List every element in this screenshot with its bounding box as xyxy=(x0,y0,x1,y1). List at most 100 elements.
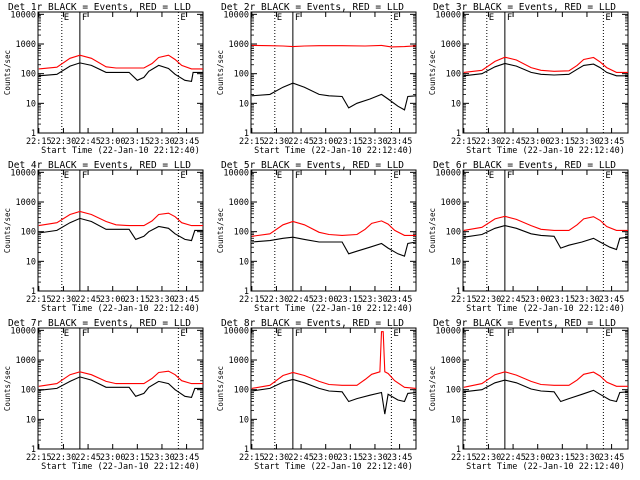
y-tick-label: 100 xyxy=(234,70,249,80)
lld-series-line xyxy=(463,56,628,73)
y-tick-label: 10000 xyxy=(10,168,36,178)
y-tick-label: 1000 xyxy=(441,40,461,50)
y-tick-label: 10 xyxy=(451,99,461,109)
x-tick-label: 23:15 xyxy=(338,295,364,305)
y-tick-label: 1000 xyxy=(229,198,249,208)
x-tick-label: 22:45 xyxy=(500,453,526,463)
y-tick-label: 1000 xyxy=(16,40,36,50)
time-marker-label: E xyxy=(605,171,610,181)
x-tick-label: 22:15 xyxy=(451,295,477,305)
events-series-line xyxy=(463,379,629,403)
time-marker-label: F xyxy=(507,171,512,181)
lld-series-line xyxy=(38,370,203,387)
y-tick-label: 1 xyxy=(244,445,249,455)
y-tick-label: 1000 xyxy=(229,40,249,50)
time-marker-label: E xyxy=(489,171,494,181)
panel-7: Det 7r BLACK = Events, RED = LLD 1 10 100 10… xyxy=(3,318,204,472)
x-axis-label: Start Time (22-Jan-10 22:12:40) xyxy=(41,304,200,314)
y-tick-label: 100 xyxy=(446,386,461,396)
y-axis-label: Counts/sec xyxy=(3,50,12,95)
y-tick-label: 1000 xyxy=(16,198,36,208)
events-series-line xyxy=(38,62,203,83)
panel-2: Det 2r BLACK = Events, RED = LLD 1 10 100 10… xyxy=(216,2,417,156)
time-marker-label: F xyxy=(507,329,512,339)
time-marker-label: E xyxy=(277,329,282,339)
x-tick-label: 23:45 xyxy=(174,453,200,463)
time-marker-label: E xyxy=(64,13,69,23)
x-tick-label: 23:45 xyxy=(599,137,625,147)
panel-title: Det 2r BLACK = Events, RED = LLD xyxy=(221,2,404,13)
y-tick-label: 10000 xyxy=(435,10,461,20)
x-tick-label: 23:30 xyxy=(574,453,600,463)
y-tick-label: 100 xyxy=(234,228,249,238)
events-series-line xyxy=(251,236,417,257)
time-marker-label: F xyxy=(295,329,300,339)
y-tick-label: 10 xyxy=(239,99,249,109)
x-tick-label: 23:00 xyxy=(313,137,339,147)
x-tick-label: 23:00 xyxy=(525,295,551,305)
x-tick-label: 22:15 xyxy=(26,453,52,463)
x-axis-label: Start Time (22-Jan-10 22:12:40) xyxy=(466,146,625,156)
x-tick-label: 22:30 xyxy=(51,295,77,305)
lld-series-line xyxy=(38,54,203,70)
y-tick-label: 10 xyxy=(451,415,461,425)
x-axis-label: Start Time (22-Jan-10 22:12:40) xyxy=(41,146,200,156)
y-tick-label: 10000 xyxy=(223,10,249,20)
events-series-line xyxy=(251,82,417,111)
x-tick-label: 23:15 xyxy=(550,453,576,463)
panel-title: Det 9r BLACK = Events, RED = LLD xyxy=(433,318,616,329)
y-tick-label: 10 xyxy=(26,99,36,109)
y-axis-label: Counts/sec xyxy=(428,50,437,95)
x-tick-label: 23:00 xyxy=(313,295,339,305)
time-marker-label: F xyxy=(295,13,300,23)
time-marker-label: E xyxy=(180,13,185,23)
time-marker-label: E xyxy=(180,171,185,181)
x-tick-label: 22:15 xyxy=(239,137,265,147)
x-axis-label: Start Time (22-Jan-10 22:12:40) xyxy=(466,304,625,314)
x-tick-label: 22:45 xyxy=(75,295,101,305)
x-tick-label: 23:45 xyxy=(174,295,200,305)
panel-title: Det 6r BLACK = Events, RED = LLD xyxy=(433,160,616,171)
x-tick-label: 23:15 xyxy=(125,295,151,305)
x-tick-label: 23:30 xyxy=(149,137,175,147)
lld-series-line xyxy=(251,220,416,237)
y-tick-label: 1 xyxy=(456,129,461,139)
x-tick-label: 23:00 xyxy=(525,453,551,463)
y-tick-label: 1000 xyxy=(441,198,461,208)
x-tick-label: 22:45 xyxy=(500,137,526,147)
x-tick-label: 23:15 xyxy=(338,453,364,463)
plot-frame xyxy=(250,169,417,292)
y-tick-label: 10000 xyxy=(223,168,249,178)
time-marker-label: F xyxy=(295,171,300,181)
y-tick-label: 10000 xyxy=(223,326,249,336)
x-axis-label: Start Time (22-Jan-10 22:12:40) xyxy=(466,462,625,472)
x-tick-label: 23:45 xyxy=(387,453,413,463)
y-tick-label: 100 xyxy=(21,70,36,80)
panel-4: Det 4r BLACK = Events, RED = LLD 1 10 100 10… xyxy=(3,160,204,314)
x-tick-label: 23:30 xyxy=(149,453,175,463)
panel-title: Det 5r BLACK = Events, RED = LLD xyxy=(221,160,404,171)
y-tick-label: 1 xyxy=(31,445,36,455)
plot-frame xyxy=(250,11,417,134)
x-tick-label: 23:45 xyxy=(387,137,413,147)
y-tick-label: 10 xyxy=(451,257,461,267)
y-tick-label: 100 xyxy=(21,228,36,238)
x-tick-label: 22:45 xyxy=(288,137,314,147)
x-tick-label: 22:45 xyxy=(288,453,314,463)
panel-3: Det 3r BLACK = Events, RED = LLD 1 10 100 10… xyxy=(428,2,629,156)
y-tick-label: 10000 xyxy=(10,10,36,20)
time-marker-label: E xyxy=(393,13,398,23)
x-tick-label: 23:00 xyxy=(100,295,126,305)
panel-title: Det 1r BLACK = Events, RED = LLD xyxy=(8,2,191,13)
x-tick-label: 22:45 xyxy=(75,453,101,463)
x-axis-label: Start Time (22-Jan-10 22:12:40) xyxy=(254,304,413,314)
x-tick-label: 23:45 xyxy=(387,295,413,305)
x-tick-label: 23:00 xyxy=(100,453,126,463)
y-axis-label: Counts/sec xyxy=(428,208,437,253)
panel-9: Det 9r BLACK = Events, RED = LLD 1 10 100 10… xyxy=(428,318,629,472)
time-marker-label: E xyxy=(180,329,185,339)
x-axis-label: Start Time (22-Jan-10 22:12:40) xyxy=(41,462,200,472)
x-tick-label: 23:15 xyxy=(125,453,151,463)
events-series-line xyxy=(38,217,203,242)
y-tick-label: 100 xyxy=(234,386,249,396)
